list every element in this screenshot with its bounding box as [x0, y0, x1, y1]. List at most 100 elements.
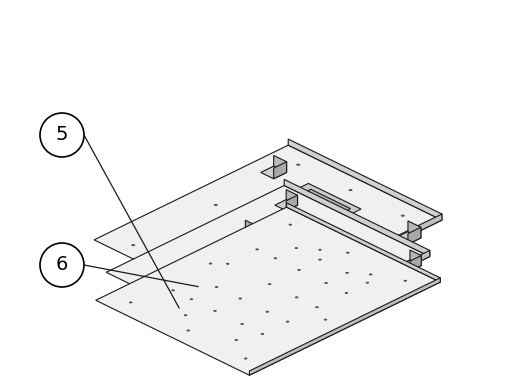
- Ellipse shape: [209, 263, 212, 264]
- Ellipse shape: [268, 284, 271, 285]
- Polygon shape: [245, 220, 358, 300]
- Ellipse shape: [184, 238, 188, 239]
- Ellipse shape: [214, 204, 218, 206]
- Ellipse shape: [323, 261, 327, 262]
- Polygon shape: [286, 331, 296, 335]
- Polygon shape: [286, 195, 298, 211]
- Ellipse shape: [261, 251, 265, 253]
- Polygon shape: [106, 186, 430, 343]
- Ellipse shape: [152, 273, 155, 274]
- Circle shape: [40, 113, 84, 157]
- Polygon shape: [248, 283, 290, 311]
- Ellipse shape: [318, 255, 322, 257]
- Ellipse shape: [187, 330, 190, 331]
- Ellipse shape: [190, 299, 193, 300]
- Ellipse shape: [314, 272, 317, 273]
- Ellipse shape: [275, 276, 285, 282]
- Polygon shape: [195, 265, 290, 311]
- Polygon shape: [257, 189, 350, 235]
- Polygon shape: [252, 251, 430, 343]
- Ellipse shape: [209, 267, 212, 268]
- Ellipse shape: [261, 292, 264, 293]
- Polygon shape: [354, 298, 364, 302]
- Polygon shape: [205, 278, 218, 295]
- Polygon shape: [205, 284, 218, 301]
- Polygon shape: [261, 166, 286, 179]
- Ellipse shape: [404, 280, 407, 281]
- Ellipse shape: [266, 311, 269, 312]
- Ellipse shape: [277, 290, 288, 296]
- Polygon shape: [237, 257, 290, 290]
- Polygon shape: [408, 227, 421, 244]
- Ellipse shape: [233, 290, 257, 304]
- Polygon shape: [399, 260, 421, 271]
- Polygon shape: [143, 300, 166, 312]
- Ellipse shape: [242, 283, 254, 290]
- Ellipse shape: [275, 272, 285, 278]
- Polygon shape: [143, 265, 169, 278]
- Ellipse shape: [277, 287, 288, 293]
- Ellipse shape: [220, 287, 223, 288]
- Polygon shape: [288, 139, 442, 220]
- Polygon shape: [410, 250, 421, 266]
- Ellipse shape: [298, 269, 300, 271]
- Ellipse shape: [349, 190, 352, 191]
- Polygon shape: [274, 156, 286, 173]
- Polygon shape: [275, 200, 298, 211]
- Ellipse shape: [283, 288, 286, 289]
- Ellipse shape: [318, 249, 321, 251]
- Polygon shape: [155, 290, 166, 306]
- Ellipse shape: [226, 263, 229, 264]
- Ellipse shape: [381, 255, 384, 256]
- Ellipse shape: [236, 295, 239, 297]
- Polygon shape: [192, 324, 214, 335]
- Ellipse shape: [256, 276, 268, 283]
- Text: 6: 6: [56, 256, 68, 274]
- Ellipse shape: [263, 298, 273, 304]
- Ellipse shape: [272, 236, 275, 238]
- Ellipse shape: [256, 249, 259, 250]
- Ellipse shape: [274, 258, 277, 259]
- Ellipse shape: [172, 290, 174, 291]
- Polygon shape: [284, 179, 430, 257]
- Ellipse shape: [248, 320, 251, 321]
- Ellipse shape: [249, 270, 253, 271]
- Polygon shape: [156, 261, 169, 278]
- Polygon shape: [286, 203, 440, 282]
- Ellipse shape: [239, 298, 242, 299]
- Ellipse shape: [235, 339, 238, 340]
- Polygon shape: [286, 190, 298, 205]
- Ellipse shape: [286, 321, 289, 322]
- Polygon shape: [291, 276, 358, 333]
- Ellipse shape: [263, 294, 273, 300]
- Ellipse shape: [296, 297, 298, 298]
- Ellipse shape: [401, 215, 405, 216]
- Polygon shape: [156, 254, 169, 271]
- Ellipse shape: [316, 306, 318, 308]
- Ellipse shape: [241, 323, 243, 325]
- Polygon shape: [244, 183, 361, 240]
- Ellipse shape: [256, 280, 268, 287]
- Ellipse shape: [324, 319, 327, 320]
- Polygon shape: [240, 242, 250, 247]
- Ellipse shape: [289, 224, 292, 225]
- Ellipse shape: [225, 285, 265, 308]
- Polygon shape: [249, 278, 440, 375]
- Polygon shape: [155, 296, 166, 312]
- Ellipse shape: [184, 270, 187, 271]
- Circle shape: [40, 243, 84, 287]
- Ellipse shape: [242, 287, 254, 294]
- Ellipse shape: [132, 244, 135, 246]
- Ellipse shape: [333, 232, 336, 233]
- Ellipse shape: [346, 272, 348, 273]
- Ellipse shape: [285, 208, 288, 210]
- Ellipse shape: [283, 190, 286, 191]
- Ellipse shape: [348, 222, 352, 223]
- Polygon shape: [395, 232, 421, 244]
- Ellipse shape: [297, 164, 300, 165]
- Ellipse shape: [313, 241, 316, 242]
- Ellipse shape: [219, 241, 222, 242]
- Polygon shape: [248, 214, 442, 315]
- Ellipse shape: [325, 283, 328, 284]
- Ellipse shape: [244, 358, 247, 359]
